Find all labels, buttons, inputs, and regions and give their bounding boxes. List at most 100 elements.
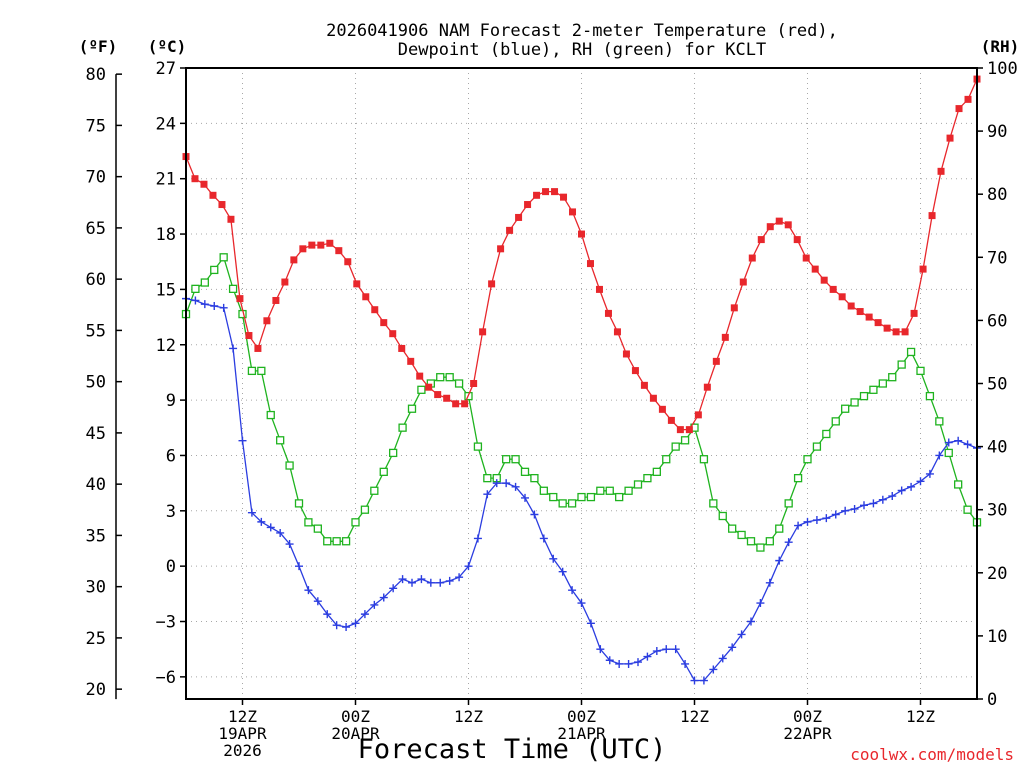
dewpoint-point xyxy=(483,490,492,499)
dewpoint-point xyxy=(539,534,548,543)
dewpoint-point xyxy=(860,501,868,510)
credit-text: coolwx.com/models xyxy=(850,745,1014,764)
dewpoint-point xyxy=(963,440,972,449)
rh-point xyxy=(407,404,417,413)
dewpoint-point xyxy=(219,303,228,312)
dewpoint-point xyxy=(445,576,454,585)
dewpoint-point xyxy=(304,586,313,595)
time-tick-label: 21APR xyxy=(557,724,606,743)
temperature-point xyxy=(479,328,487,336)
temperature-point xyxy=(263,317,271,325)
temperature-point xyxy=(631,367,639,375)
rh-point xyxy=(878,379,887,388)
temperature-point xyxy=(883,324,891,332)
unit-fahrenheit: (ºF) xyxy=(79,37,118,56)
dewpoint-point xyxy=(521,493,529,502)
rh-point xyxy=(360,505,370,514)
rh-point xyxy=(662,455,671,464)
fahrenheit-tick-label: 75 xyxy=(86,116,106,136)
dewpoint-point xyxy=(417,575,426,584)
rh-point xyxy=(925,391,935,401)
dewpoint-point xyxy=(398,575,407,584)
temperature-point xyxy=(299,245,307,253)
dewpoint-point xyxy=(568,586,577,595)
fahrenheit-tick-label: 50 xyxy=(86,373,106,393)
time-tick-label: 12Z xyxy=(454,707,483,726)
dewpoint-point xyxy=(699,676,708,685)
rh-point xyxy=(596,486,605,495)
dewpoint-point xyxy=(690,676,699,685)
rh-point xyxy=(370,486,379,495)
dewpoint-point xyxy=(238,436,247,445)
time-tick-label: 12Z xyxy=(680,707,709,726)
chart-title-line1: 2026041906 NAM Forecast 2-meter Temperat… xyxy=(326,21,838,41)
temperature-point xyxy=(820,276,828,284)
time-tick-label: 20APR xyxy=(331,724,380,743)
temperature-point xyxy=(371,306,379,314)
dewpoint-point xyxy=(558,567,567,576)
dewpoint-point xyxy=(360,610,369,619)
rh-point xyxy=(332,537,341,546)
fahrenheit-tick-label: 40 xyxy=(86,475,106,495)
temperature-point xyxy=(245,332,253,340)
temperature-point xyxy=(613,328,621,336)
rh-point xyxy=(549,492,558,502)
rh-point xyxy=(906,347,916,357)
dewpoint-point xyxy=(586,619,595,628)
rh-point xyxy=(888,373,897,382)
celsius-tick-label: 0 xyxy=(166,557,176,577)
rh-point xyxy=(765,537,774,546)
temperature-point xyxy=(542,188,550,196)
celsius-tick-label: 9 xyxy=(166,391,176,411)
dewpoint-point xyxy=(577,599,586,608)
rh-point xyxy=(454,379,464,388)
temperature-point xyxy=(533,191,541,199)
temperature-point xyxy=(703,383,711,391)
temperature-point xyxy=(191,175,199,183)
temperature-point xyxy=(515,213,523,221)
rh-point xyxy=(897,360,906,369)
dewpoint-point xyxy=(671,645,680,654)
rh-point xyxy=(944,448,953,458)
temperature-point xyxy=(595,285,603,293)
temperature-point xyxy=(829,285,837,293)
dewpoint-point xyxy=(313,597,322,606)
dewpoint-point xyxy=(295,562,303,571)
temperature-point xyxy=(658,405,666,413)
rh-point xyxy=(191,284,200,294)
temperature-point xyxy=(676,426,684,434)
rh-point xyxy=(775,524,784,533)
temperature-point xyxy=(721,333,729,341)
temperature-point xyxy=(622,350,630,358)
dewpoint-point xyxy=(229,344,238,353)
rh-tick-label: 80 xyxy=(987,185,1007,205)
series-0 xyxy=(182,75,981,434)
temperature-point xyxy=(290,256,298,264)
time-tick-label: 22APR xyxy=(783,724,832,743)
dewpoint-point xyxy=(841,506,850,515)
dewpoint-point xyxy=(935,451,944,460)
dewpoint-point xyxy=(954,436,963,445)
temperature-point xyxy=(865,313,873,321)
temperature-point xyxy=(407,357,415,365)
rh-point xyxy=(850,398,859,407)
dewpoint-point xyxy=(408,578,416,587)
temperature-point xyxy=(218,201,226,209)
temperature-point xyxy=(847,302,855,310)
dewpoint-point xyxy=(455,573,464,582)
fahrenheit-tick-label: 45 xyxy=(86,424,106,444)
rh-point xyxy=(247,366,257,376)
dewpoint-point xyxy=(784,538,793,547)
rh-point xyxy=(680,436,690,445)
temperature-point xyxy=(964,95,972,103)
fahrenheit-tick-label: 35 xyxy=(86,526,106,546)
temperature-point xyxy=(344,258,352,266)
dewpoint-point xyxy=(426,578,435,587)
dewpoint-point xyxy=(332,621,341,630)
dewpoint-point xyxy=(737,630,746,639)
dewpoint-point xyxy=(888,492,897,501)
temperature-point xyxy=(775,217,783,225)
dewpoint-point xyxy=(878,495,887,504)
rh-point xyxy=(643,473,652,483)
